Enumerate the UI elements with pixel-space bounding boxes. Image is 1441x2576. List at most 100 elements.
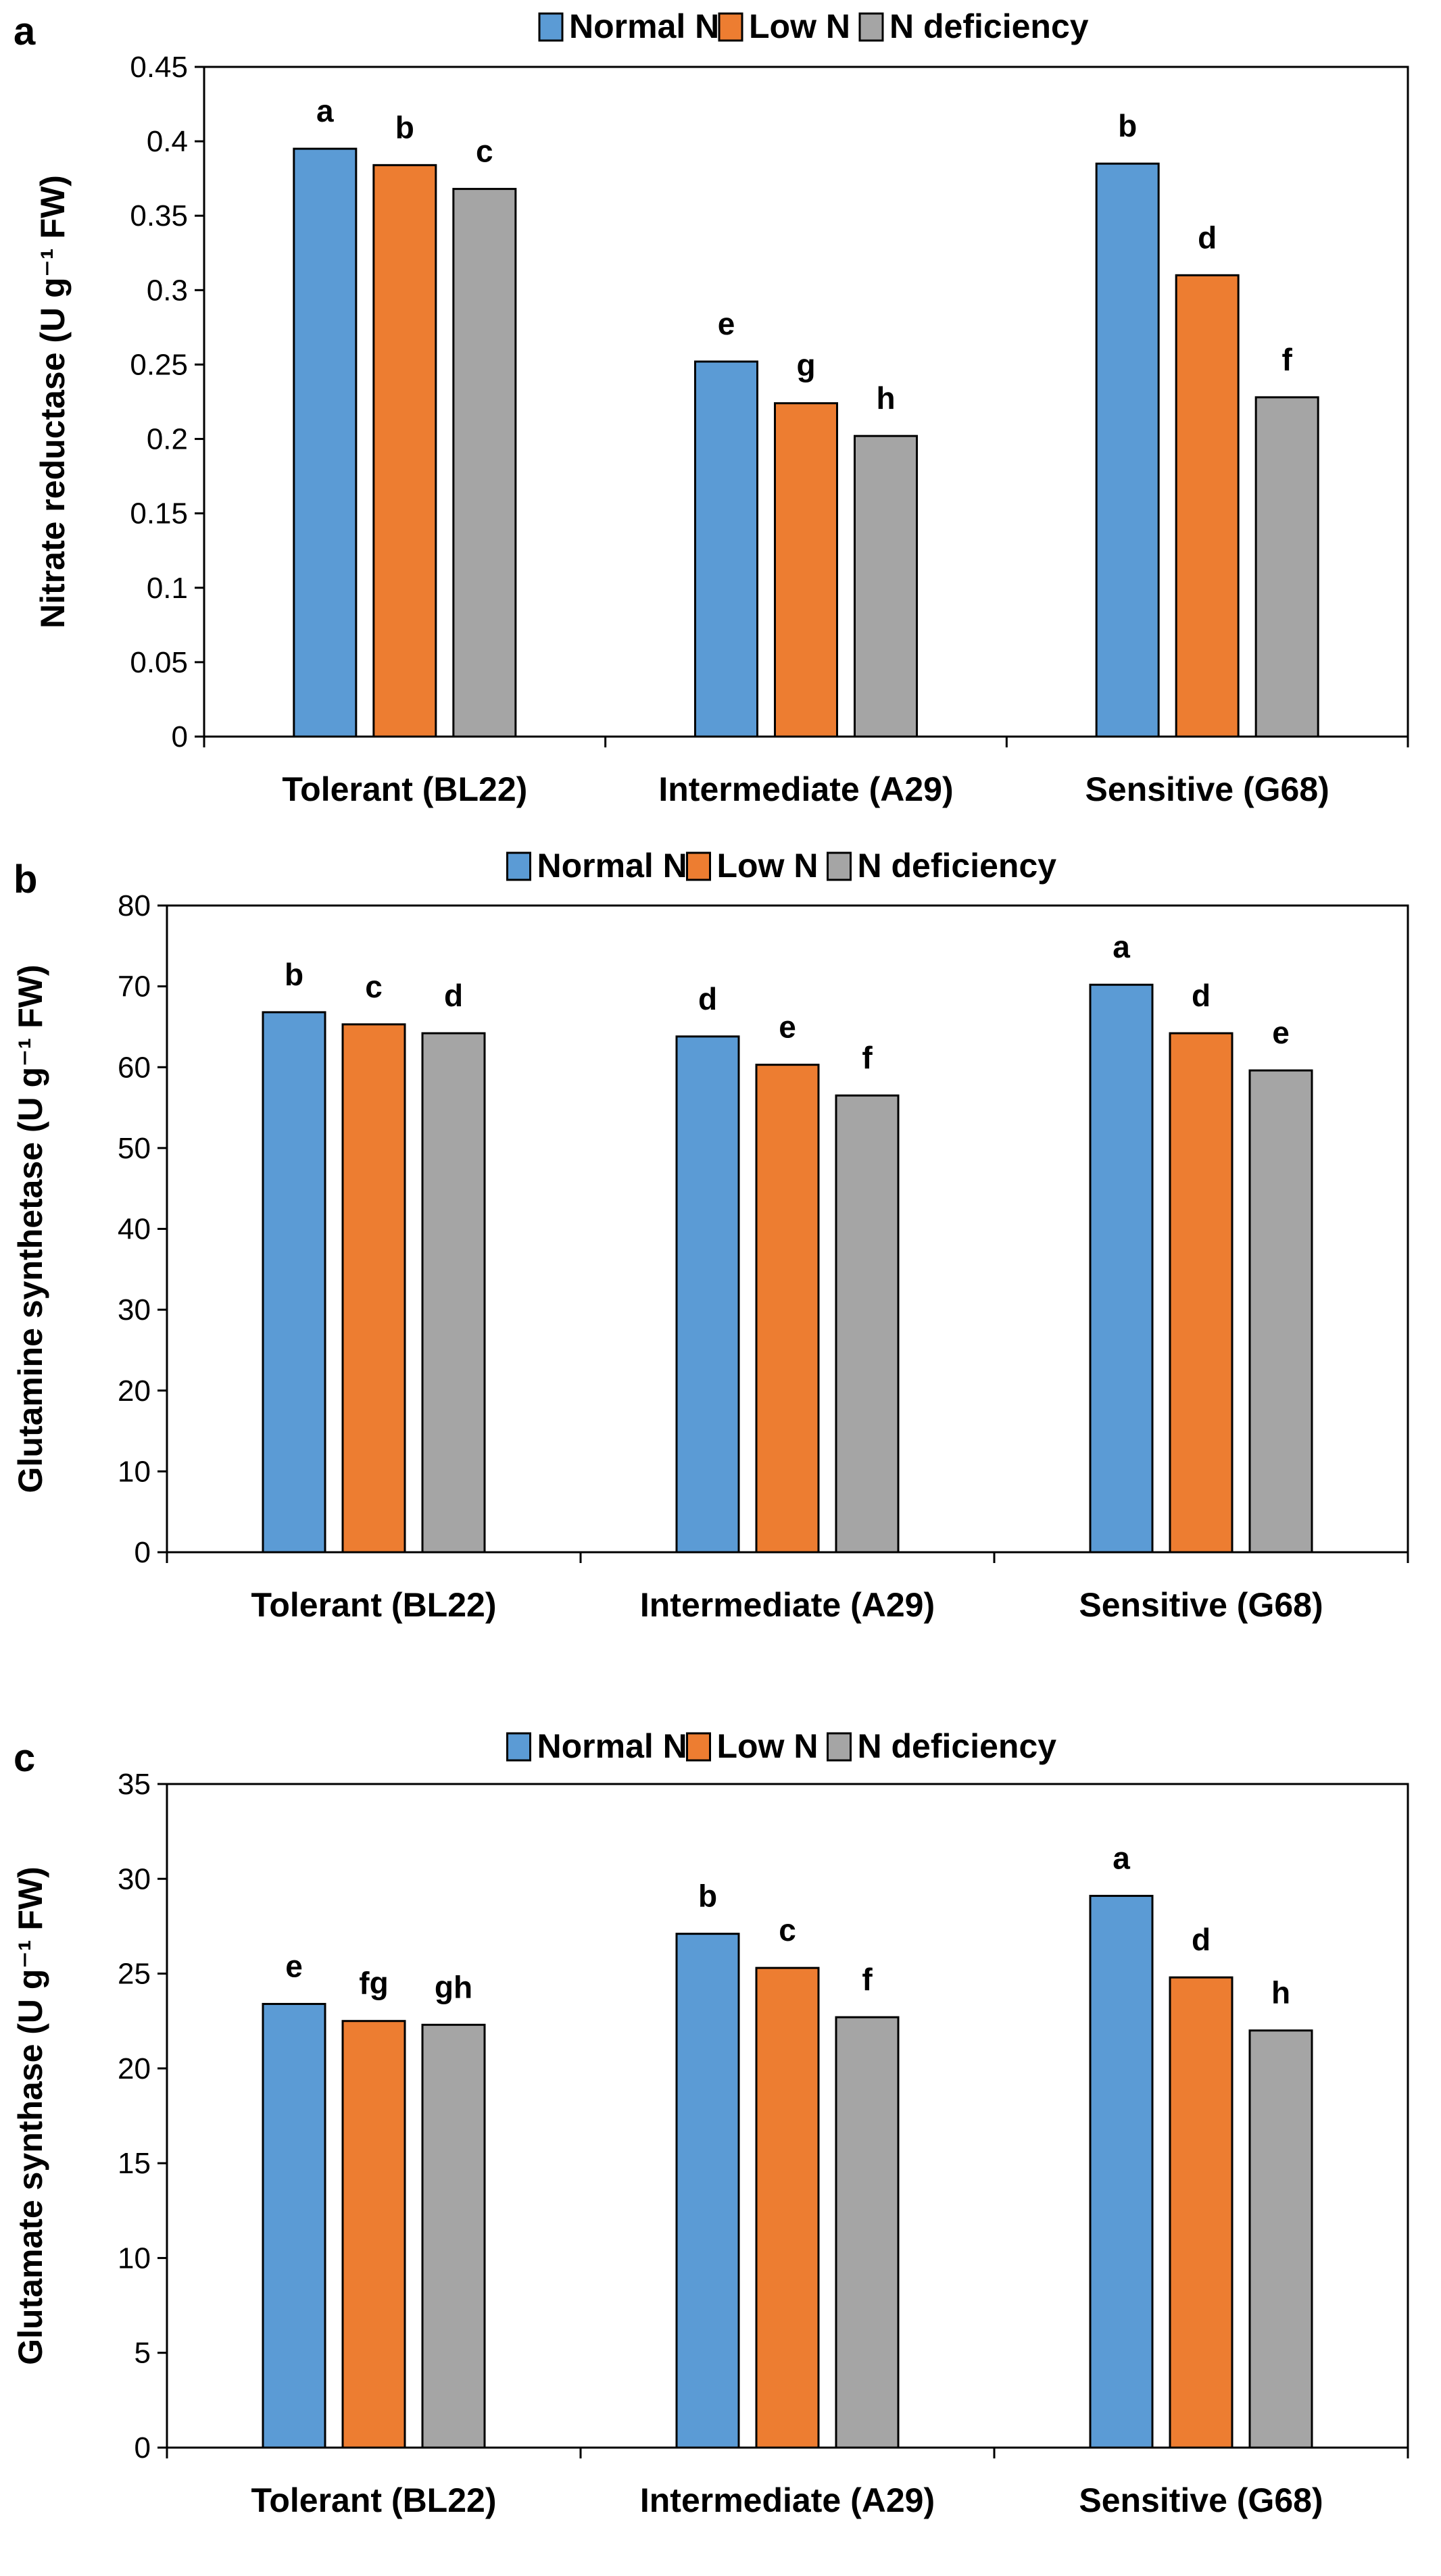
panel-c: c Normal N Low N N deficiency 0 5 10 15 20 25 30 35… — [11, 1727, 1409, 2519]
significance-letter: c — [476, 134, 493, 169]
y-tick-label: 10 — [118, 2241, 151, 2275]
panel-a: a Normal N Low N N deficiency 0 0.05 0.1 0.15 0.… — [14, 7, 1409, 808]
x-category-label: Tolerant (BL22) — [251, 2481, 497, 2519]
y-tick-label: 0.05 — [130, 646, 188, 679]
significance-letter: b — [698, 1879, 717, 1914]
significance-letter: g — [796, 348, 815, 383]
y-tick-label: 0.4 — [147, 125, 188, 158]
y-tick-label: 25 — [118, 1958, 151, 1991]
y-tick-label: 0.2 — [147, 423, 188, 456]
bar-normal-n — [1095, 162, 1160, 738]
panel-label: c — [14, 1736, 35, 1780]
y-tick-label: 70 — [118, 970, 151, 1004]
significance-letter: f — [862, 1040, 873, 1075]
bar-low-n — [755, 1064, 820, 1554]
legend-swatch-1 — [506, 1732, 531, 1762]
significance-letter: b — [285, 957, 303, 992]
x-category-label: Sensitive (G68) — [1079, 2481, 1323, 2519]
panel-b: b Normal N Low N N deficiency 0 10 20 30 40 50 60 7… — [11, 847, 1409, 1624]
legend-label-3: N deficiency — [858, 847, 1057, 885]
y-tick-label: 15 — [118, 2147, 151, 2180]
y-tick-label: 0 — [172, 720, 188, 753]
y-tick-label: 40 — [118, 1213, 151, 1246]
x-category-label: Intermediate (A29) — [640, 2481, 935, 2519]
legend-swatch-1 — [506, 851, 531, 881]
bar-low-n — [1175, 274, 1240, 738]
legend: Normal N Low N N deficiency — [506, 847, 1057, 885]
significance-letter: e — [285, 1948, 303, 1983]
bar-n-deficiency — [835, 1094, 900, 1554]
bar-normal-n — [262, 1011, 326, 1554]
bar-low-n — [341, 2020, 406, 2449]
bar-n-deficiency — [421, 2023, 486, 2449]
legend-label-3: N deficiency — [858, 1727, 1057, 1765]
bar-normal-n — [262, 2002, 326, 2449]
bar-low-n — [755, 1966, 820, 2449]
legend-label-2: Low N — [717, 1727, 819, 1765]
x-category-label: Tolerant (BL22) — [251, 1586, 497, 1624]
significance-letter: a — [1113, 1841, 1130, 1876]
panel-label: b — [14, 858, 37, 901]
x-category-label: Intermediate (A29) — [640, 1586, 935, 1624]
bar-low-n — [774, 402, 838, 738]
bar-normal-n — [293, 147, 358, 738]
bar-normal-n — [694, 360, 758, 738]
bar-n-deficiency — [854, 435, 918, 738]
significance-letter: c — [365, 969, 383, 1004]
legend-swatch-2 — [686, 851, 711, 881]
y-tick-label: 10 — [118, 1455, 151, 1488]
y-tick-label: 0.1 — [147, 572, 188, 605]
significance-letter: a — [1113, 929, 1130, 964]
legend-swatch-1 — [538, 12, 564, 42]
significance-letter: h — [1271, 1975, 1290, 2010]
legend-swatch-2 — [718, 12, 743, 42]
x-category-label: Tolerant (BL22) — [282, 770, 527, 808]
legend-label-1: Normal N — [537, 847, 687, 885]
significance-letter: e — [779, 1010, 796, 1045]
legend-swatch-3 — [827, 851, 852, 881]
y-tick-label: 20 — [118, 2052, 151, 2085]
significance-letter: d — [1198, 220, 1217, 255]
bar-normal-n — [675, 1035, 740, 1554]
bar-n-deficiency — [1254, 396, 1319, 738]
bar-low-n — [1169, 1976, 1234, 2449]
y-axis-title: Nitrate reductase (U g⁻¹ FW) — [34, 175, 72, 628]
y-tick-label: 60 — [118, 1051, 151, 1084]
significance-letter: d — [1192, 1922, 1211, 1957]
legend-swatch-3 — [827, 1732, 852, 1762]
significance-letter: b — [1118, 108, 1137, 143]
bar-n-deficiency — [1248, 1069, 1313, 1554]
y-tick-label: 0.15 — [130, 497, 188, 530]
significance-letter: e — [718, 306, 735, 341]
y-tick-label: 0 — [135, 1536, 151, 1569]
legend: Normal N Low N N deficiency — [538, 7, 1089, 45]
significance-letter: d — [698, 981, 717, 1016]
bar-n-deficiency — [1248, 2029, 1313, 2449]
significance-letter: f — [862, 1962, 873, 1997]
y-axis-title: Glutamine synthetase (U g⁻¹ FW) — [11, 964, 49, 1493]
significance-letter: f — [1282, 342, 1293, 377]
y-tick-label: 0.3 — [147, 274, 188, 307]
bar-n-deficiency — [452, 188, 517, 738]
y-tick-label: 5 — [135, 2337, 151, 2370]
legend-label-1: Normal N — [569, 7, 719, 45]
y-tick-label: 50 — [118, 1132, 151, 1165]
bar-normal-n — [675, 1933, 740, 2449]
y-tick-label: 80 — [118, 889, 151, 922]
bar-low-n — [341, 1023, 406, 1554]
legend-label-2: Low N — [717, 847, 819, 885]
y-tick-label: 0 — [135, 2431, 151, 2464]
significance-letter: e — [1272, 1015, 1290, 1050]
legend-label-2: Low N — [749, 7, 850, 45]
significance-letter: gh — [435, 1969, 472, 2004]
y-axis-title: Glutamate synthase (U g⁻¹ FW) — [11, 1866, 49, 2365]
bar-n-deficiency — [421, 1032, 486, 1554]
legend: Normal N Low N N deficiency — [506, 1727, 1057, 1765]
significance-letter: b — [395, 109, 414, 145]
x-category-label: Intermediate (A29) — [658, 770, 953, 808]
bar-n-deficiency — [835, 2016, 900, 2449]
legend-label-3: N deficiency — [889, 7, 1089, 45]
bar-low-n — [1169, 1032, 1234, 1554]
panel-label: a — [14, 9, 36, 53]
